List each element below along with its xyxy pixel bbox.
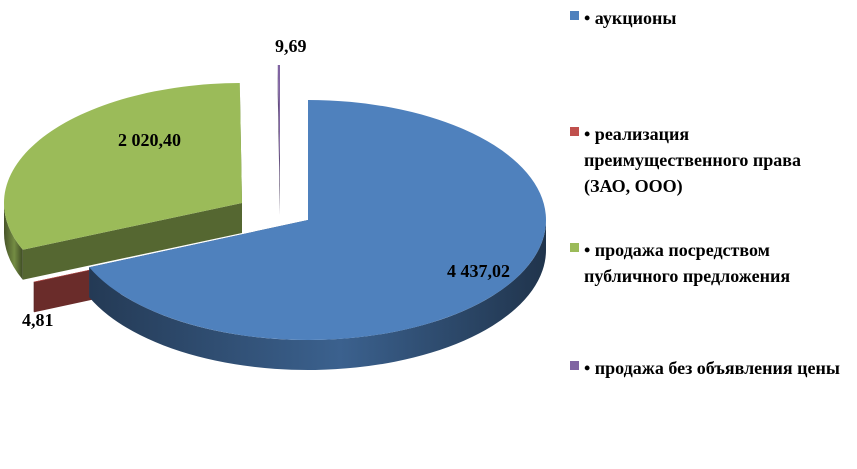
legend-label: • реализация преимущественного права (ЗА…	[584, 124, 802, 196]
legend-swatch	[570, 361, 579, 370]
pie-slice-0	[89, 100, 546, 371]
legend-label: • продажа посредством публичного предлож…	[584, 240, 791, 286]
legend-item-0: • аукционы	[570, 5, 850, 31]
data-label-2: 2 020,40	[118, 130, 181, 150]
legend-swatch	[570, 11, 579, 20]
legend-swatch	[570, 127, 579, 136]
legend-label: • аукционы	[584, 8, 677, 28]
data-label-3: 9,69	[275, 36, 307, 56]
data-label-0: 4 437,02	[447, 261, 510, 281]
pie-slice-3	[277, 65, 280, 215]
legend-label: • продажа без объявления цены	[584, 358, 840, 378]
legend-item-2: • продажа посредством публичного предлож…	[570, 237, 850, 289]
legend-item-1: • реализация преимущественного права (ЗА…	[570, 121, 850, 199]
legend-item-3: • продажа без объявления цены	[570, 355, 850, 381]
data-label-1: 4,81	[22, 310, 54, 330]
legend-swatch	[570, 243, 579, 252]
pie-slice-2	[4, 83, 242, 280]
